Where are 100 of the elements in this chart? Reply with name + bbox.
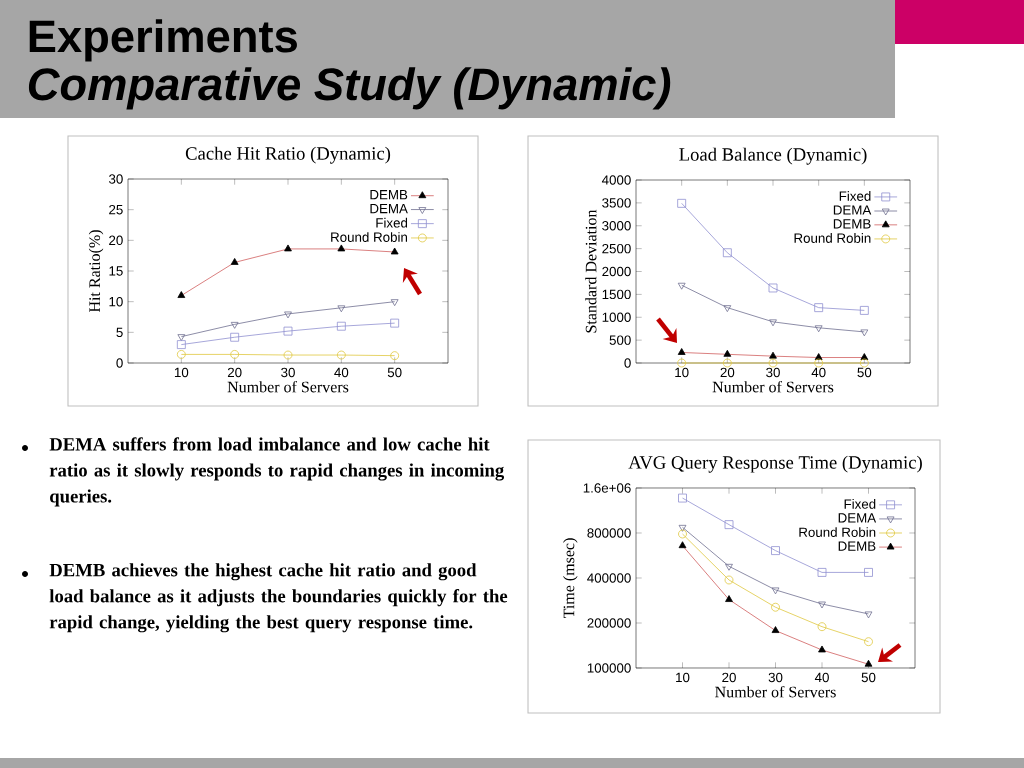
point [864, 637, 873, 647]
y-tick-label: 100000 [587, 663, 631, 673]
y-tick-label: 2500 [602, 243, 631, 254]
y-tick-label: 25 [109, 204, 123, 215]
y-tick-label: 3000 [602, 221, 631, 231]
point [817, 568, 827, 577]
point [817, 622, 827, 632]
legend-label: Fixed [844, 499, 876, 509]
point [677, 198, 687, 208]
point [390, 318, 400, 328]
legend-label: DEMB [833, 219, 871, 229]
point [771, 602, 780, 612]
y-tick-label: 20 [109, 235, 123, 246]
text: Experiments [29, 19, 297, 62]
point [677, 282, 686, 290]
y-tick-label: 2000 [602, 266, 631, 277]
point [722, 248, 732, 258]
x-tick-label: 20 [720, 367, 735, 378]
point [678, 524, 687, 532]
point [230, 321, 239, 329]
point [814, 358, 824, 368]
point [390, 351, 400, 361]
legend-label: Fixed [376, 217, 408, 228]
chart-title: Cache Hit Ratio (Dynamic) [185, 146, 391, 164]
point [814, 325, 823, 333]
x-axis-title: Number of Servers [227, 380, 349, 393]
point [725, 563, 733, 571]
y-tick-label: 3500 [602, 198, 631, 208]
y-tick-label: 5 [116, 327, 123, 337]
point [336, 350, 346, 360]
legend-label: Round Robin [799, 527, 876, 537]
legend-label: DEMB [370, 190, 408, 200]
point [390, 299, 399, 307]
x-tick-label: 40 [811, 367, 826, 378]
point [176, 350, 186, 359]
y-tick-label: 1500 [602, 289, 631, 300]
point [724, 575, 734, 585]
point [678, 529, 687, 539]
legend-label: DEMA [833, 205, 872, 215]
point [818, 601, 826, 609]
point [230, 332, 240, 342]
point [768, 283, 778, 293]
y-axis-title: Time (msec) [563, 538, 578, 619]
x-tick-label: 10 [675, 367, 689, 378]
y-axis-title: Standard Deviation [585, 209, 597, 333]
point [177, 334, 186, 342]
x-tick-label: 40 [814, 672, 829, 683]
point [230, 350, 240, 359]
legend-label: DEMA [370, 203, 408, 214]
y-tick-label: 4000 [601, 175, 631, 185]
x-axis-title: Number of Servers [715, 685, 836, 698]
point [768, 358, 778, 368]
x-axis-title: Number of Servers [712, 380, 834, 393]
y-tick-label: 0 [624, 358, 631, 368]
y-tick-label: 30 [108, 174, 123, 184]
point [771, 587, 780, 595]
point [336, 321, 346, 331]
x-tick-label: 20 [722, 672, 736, 683]
x-tick-label: 30 [281, 367, 295, 378]
point [722, 358, 732, 368]
point [724, 520, 734, 530]
y-tick-label: 400000 [587, 573, 631, 583]
legend-label: Round Robin [331, 232, 407, 242]
point [284, 311, 292, 319]
y-tick-label: 10 [109, 296, 123, 307]
legend-label: DEMB [838, 541, 876, 551]
legend-label: DEMA [838, 513, 877, 523]
point [864, 568, 873, 577]
point [678, 493, 687, 503]
y-tick-label: 15 [109, 266, 123, 276]
y-tick-label: 500 [609, 335, 631, 345]
point [771, 546, 780, 556]
y-tick-label: 1.6e+06 [583, 483, 631, 493]
point [283, 326, 293, 336]
point [864, 611, 873, 619]
point [677, 358, 687, 368]
x-tick-label: 10 [174, 367, 189, 378]
text: DEMB achieves the highest cache hit ratio and good load balance as it adjusts the boundaries quickly for the rapid change, yielding the best query response time. [49, 563, 508, 633]
y-tick-label: 1000 [602, 312, 631, 322]
y-tick-label: 0 [116, 358, 123, 368]
text: Comparative Study (Dynamic) [28, 67, 671, 110]
text: DEMA suffers from load imbalance and low cache hit ratio as it slowly responds to rapid changes in incoming queries. [49, 437, 505, 507]
legend-label: Round Robin [794, 233, 871, 243]
point [176, 340, 186, 349]
x-tick-label: 50 [861, 672, 876, 683]
y-tick-label: 800000 [587, 528, 631, 538]
point [860, 329, 869, 337]
chart-title: Load Balance (Dynamic) [679, 147, 867, 165]
chart-title: AVG Query Response Time (Dynamic) [628, 455, 922, 473]
y-tick-label: 200000 [587, 618, 631, 628]
legend-label: Fixed [839, 191, 871, 201]
x-tick-label: 50 [857, 367, 872, 378]
x-tick-label: 20 [227, 367, 242, 378]
point [859, 358, 869, 368]
x-tick-label: 50 [387, 367, 402, 378]
point [337, 305, 346, 313]
x-tick-label: 30 [768, 672, 783, 683]
point [283, 350, 293, 360]
point [859, 305, 869, 315]
x-tick-label: 30 [766, 367, 780, 378]
